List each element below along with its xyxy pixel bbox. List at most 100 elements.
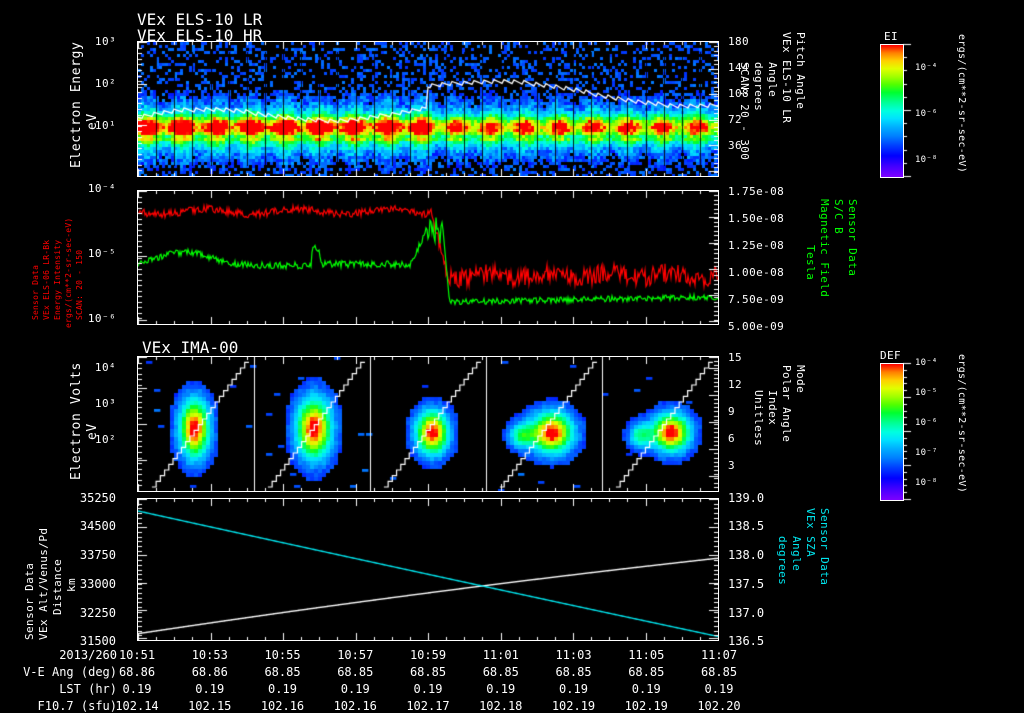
panel1-y2label-line3: Angle [766, 62, 779, 98]
panel3-colorbar-tick-2: 10⁻⁶ [915, 418, 938, 428]
panel2-y2tick-5: 5.00e-09 [728, 320, 785, 333]
footer-f107-2: 102.16 [260, 699, 305, 713]
footer-time-5: 11:01 [482, 648, 519, 662]
panel3-colorbar-ticks [903, 361, 913, 501]
panel4-ytick-4: 32250 [79, 606, 116, 620]
panel1-y2tick-1: 144 [728, 61, 750, 74]
panel1-ytick-2: 10¹ [94, 119, 116, 132]
panel4-plot-frame[interactable] [137, 498, 719, 641]
panel1-colorbar [880, 44, 904, 178]
panel4-y2tick-4: 137.0 [728, 606, 765, 620]
footer-data-table: 2013/260 V-E Ang (deg) LST (hr) F10.7 (s… [0, 0, 741, 712]
panel2-ytick-0: 10⁻⁴ [87, 182, 116, 195]
footer-time-4: 10:59 [409, 648, 447, 662]
panel4-y2label-line3: Angle [790, 536, 803, 572]
footer-lst-4: 0.19 [413, 682, 443, 696]
panel2-ylabel-line5: SCAN: 20 - 150 [75, 249, 84, 320]
footer-lst-6: 0.19 [559, 682, 588, 696]
panel4-y2tick-3: 137.5 [728, 577, 765, 591]
footer-lst-2: 0.19 [268, 682, 297, 696]
panel1-title-line2: VEx ELS-10 HR [137, 26, 263, 45]
footer-time-6: 11:03 [555, 648, 592, 662]
panel2-plot-frame[interactable] [137, 190, 719, 325]
footer-row-label-0: V-E Ang (deg) [23, 665, 117, 679]
panel2-y2tick-3: 1.00e-08 [728, 266, 785, 279]
panel2-ylabel-line4: ergs/(cm**2-sr-sec-eV) [64, 217, 73, 328]
footer-veang-1: 68.86 [191, 665, 228, 679]
panel3-y2label-line3: Index [766, 390, 779, 426]
footer-f107-0: 102.14 [115, 699, 159, 713]
panel4-ylabel-line1: Sensor Data [23, 562, 36, 640]
panel1-y2tick-4: 36 [728, 139, 743, 152]
footer-f107-7: 102.19 [624, 699, 668, 713]
panel1-title-line1: VEx ELS-10 LR [137, 10, 263, 29]
panel2-y2label-line1: Sensor Data [846, 199, 859, 277]
panel4-y2label-line4: degrees [776, 536, 789, 586]
panel1-y2tick-3: 72 [728, 113, 743, 126]
footer-row-label-1: LST (hr) [59, 682, 117, 696]
panel2-y2tick-2: 1.25e-08 [728, 239, 785, 252]
footer-veang-8: 68.85 [700, 665, 738, 679]
footer-time-1: 10:53 [191, 648, 228, 662]
footer-f107-8: 102.20 [697, 699, 741, 713]
panel3-y2tick-1: 12 [728, 378, 743, 391]
panel1-y2label-line4: degrees [752, 62, 765, 112]
panel1-colorbar-tick-2: 10⁻⁸ [915, 155, 938, 165]
panel4-y2label-line1: Sensor Data [818, 508, 831, 586]
footer-lst-8: 0.19 [704, 682, 734, 696]
panel1-plot-frame[interactable] [137, 41, 719, 177]
footer-f107-4: 102.17 [406, 699, 450, 713]
panel4-ylabel-line2: VEx Alt/Venus/Pd [37, 527, 50, 640]
panel3-y2label-line4: Unitless [752, 390, 765, 447]
panel3-colorbar-unit: ergs/(cm**2-sr-sec-eV) [956, 354, 967, 494]
panel3-title: VEx IMA-00 [142, 338, 239, 357]
panel2-y2tick-0: 1.75e-08 [728, 185, 785, 198]
footer-row-label-2: F10.7 (sfu) [37, 699, 117, 713]
panel3-y2tick-3: 6 [728, 432, 736, 445]
footer-time-0: 10:51 [118, 648, 156, 662]
panel3-colorbar-tick-1: 10⁻⁵ [915, 388, 938, 398]
panel2-y2label-line3: Magnetic Field [818, 199, 831, 298]
panel2-y2label-line4: Tesla [804, 245, 817, 281]
panel1-ytick-1: 10² [94, 77, 116, 90]
panel3-ylabel-line1: Electron Volts [69, 362, 84, 480]
panel3-y2label-line1: Mode [794, 365, 807, 394]
panel1-y2label-line2: VEx ELS-10 LR [780, 32, 793, 124]
footer-veang-3: 68.85 [337, 665, 374, 679]
footer-veang-5: 68.85 [482, 665, 519, 679]
footer-time-7: 11:05 [628, 648, 665, 662]
footer-f107-5: 102.18 [479, 699, 523, 713]
panel2-y2tick-1: 1.50e-08 [728, 212, 785, 225]
panel1-colorbar-title: EI [884, 30, 899, 43]
footer-lst-3: 0.19 [340, 682, 370, 696]
panel3-colorbar-title: DEF [880, 349, 902, 362]
panel1-ytick-0: 10³ [94, 35, 116, 48]
footer-veang-2: 68.85 [264, 665, 301, 679]
panel4-ylabel-line3: Distance [51, 558, 64, 615]
panel4-ytick-0: 35250 [79, 491, 116, 505]
panel4-ytick-2: 33750 [79, 548, 116, 562]
footer-veang-0: 68.86 [118, 665, 156, 679]
panel3-y2tick-4: 3 [728, 459, 736, 472]
panel1-y2tick-2: 108 [728, 87, 750, 100]
panel1-ylabel-line1: Electron Energy [69, 41, 84, 168]
panel4-ytick-5: 31500 [79, 634, 116, 648]
panel3-y2tick-2: 9 [728, 405, 736, 418]
panel3-y2tick-0: 15 [728, 351, 743, 364]
panel3-plot-frame[interactable] [137, 356, 719, 492]
panel1-colorbar-tick-1: 10⁻⁶ [915, 109, 938, 119]
panel4-y2tick-2: 138.0 [728, 548, 765, 562]
panel1-y2label-line1: Pitch Angle [794, 32, 807, 110]
footer-time-8: 11:07 [700, 648, 738, 662]
panel2-ylabel-line1: Sensor Data [31, 264, 40, 320]
panel1-y2tick-0: 180 [728, 35, 750, 48]
footer-date-label: 2013/260 [59, 648, 117, 662]
footer-f107-6: 102.19 [551, 699, 596, 713]
panel4-y2label-line2: VEx SZA [804, 508, 817, 558]
footer-time-3: 10:57 [337, 648, 374, 662]
panel3-colorbar-tick-0: 10⁻⁴ [915, 358, 938, 368]
footer-lst-1: 0.19 [195, 682, 225, 696]
panel1-colorbar-tick-0: 10⁻⁴ [915, 63, 938, 73]
footer-veang-4: 68.85 [409, 665, 447, 679]
panel4-y2tick-0: 139.0 [728, 491, 765, 505]
